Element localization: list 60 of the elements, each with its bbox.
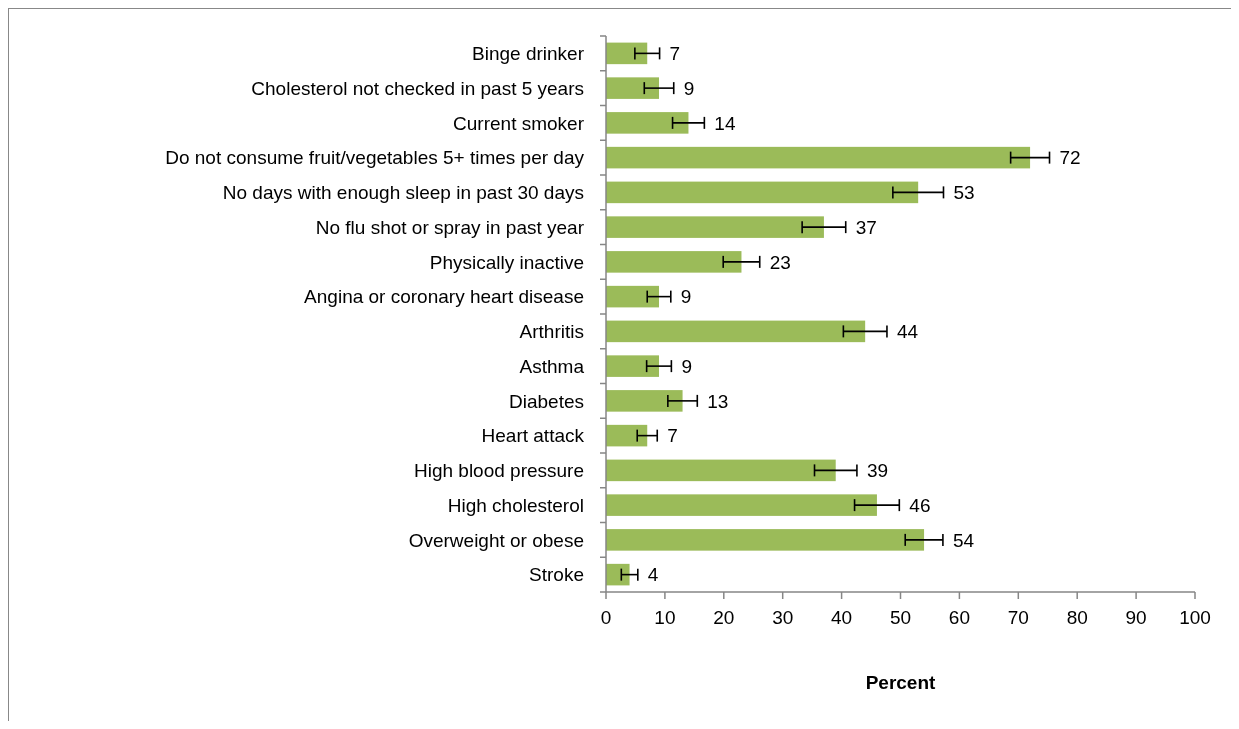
- data-label: 9: [680, 286, 692, 308]
- y-tick-label: Current smoker: [453, 112, 585, 134]
- bar: [606, 42, 648, 65]
- y-tick-label: High cholesterol: [447, 494, 584, 516]
- data-label: 7: [667, 425, 678, 447]
- y-tick-label: Stroke: [529, 564, 584, 586]
- bar: [606, 251, 742, 273]
- x-tick-label: 100: [1179, 607, 1211, 628]
- y-tick-label: High blood pressure: [413, 460, 584, 482]
- data-label: 39: [866, 460, 889, 482]
- x-tick-label: 80: [1066, 607, 1088, 628]
- data-label: 53: [953, 182, 975, 204]
- bar: [606, 355, 660, 377]
- y-tick-label: Diabetes: [509, 390, 584, 412]
- y-tick-label: Overweight or obese: [408, 529, 584, 551]
- y-tick-label: No days with enough sleep in past 30 days: [222, 182, 584, 204]
- x-axis-title: Percent: [865, 672, 937, 693]
- bar: [606, 112, 689, 134]
- data-label: 37: [855, 216, 877, 238]
- bar: [606, 459, 836, 482]
- y-tick-label: Do not consume fruit/vegetables 5+ times per day: [165, 147, 585, 169]
- data-label: 72: [1059, 147, 1081, 169]
- x-tick-label: 60: [948, 607, 970, 628]
- x-tick-label: 30: [772, 607, 794, 628]
- x-tick-label: 50: [889, 607, 912, 628]
- bar: [606, 424, 648, 447]
- data-label: 23: [769, 251, 791, 273]
- data-label: 46: [909, 494, 931, 516]
- data-label: 9: [681, 355, 692, 377]
- y-tick-label: No flu shot or spray in past year: [315, 216, 585, 238]
- x-tick-label: 40: [831, 607, 853, 628]
- y-tick-label: Asthma: [519, 355, 585, 377]
- y-tick-label: Arthritis: [519, 321, 584, 343]
- data-label: 7: [669, 43, 681, 65]
- x-tick-label: 0: [600, 607, 612, 628]
- data-label: 54: [952, 529, 975, 551]
- x-tick-label: 70: [1007, 607, 1029, 628]
- bar: [606, 285, 660, 308]
- bar: [606, 494, 877, 516]
- bar: [606, 320, 866, 343]
- data-label: 13: [707, 390, 729, 412]
- bar: [606, 529, 925, 551]
- bar: [606, 181, 919, 204]
- y-tick-label: Physically inactive: [429, 251, 584, 273]
- y-tick-label: Heart attack: [481, 425, 585, 447]
- data-label: 14: [714, 112, 736, 134]
- data-label: 9: [683, 77, 695, 99]
- y-tick-label: Cholesterol not checked in past 5 years: [251, 77, 584, 99]
- y-tick-label: Angina or coronary heart disease: [304, 286, 584, 308]
- bar: [606, 77, 660, 99]
- bar: [606, 390, 683, 412]
- data-label: 44: [896, 321, 919, 343]
- bar: [606, 146, 1031, 169]
- x-tick-label: 90: [1125, 607, 1147, 628]
- bar: [606, 563, 630, 586]
- x-tick-label: 10: [654, 607, 676, 628]
- bar: [606, 216, 824, 238]
- y-tick-label: Binge drinker: [472, 43, 585, 65]
- data-label: 4: [647, 564, 659, 586]
- x-tick-label: 20: [713, 607, 735, 628]
